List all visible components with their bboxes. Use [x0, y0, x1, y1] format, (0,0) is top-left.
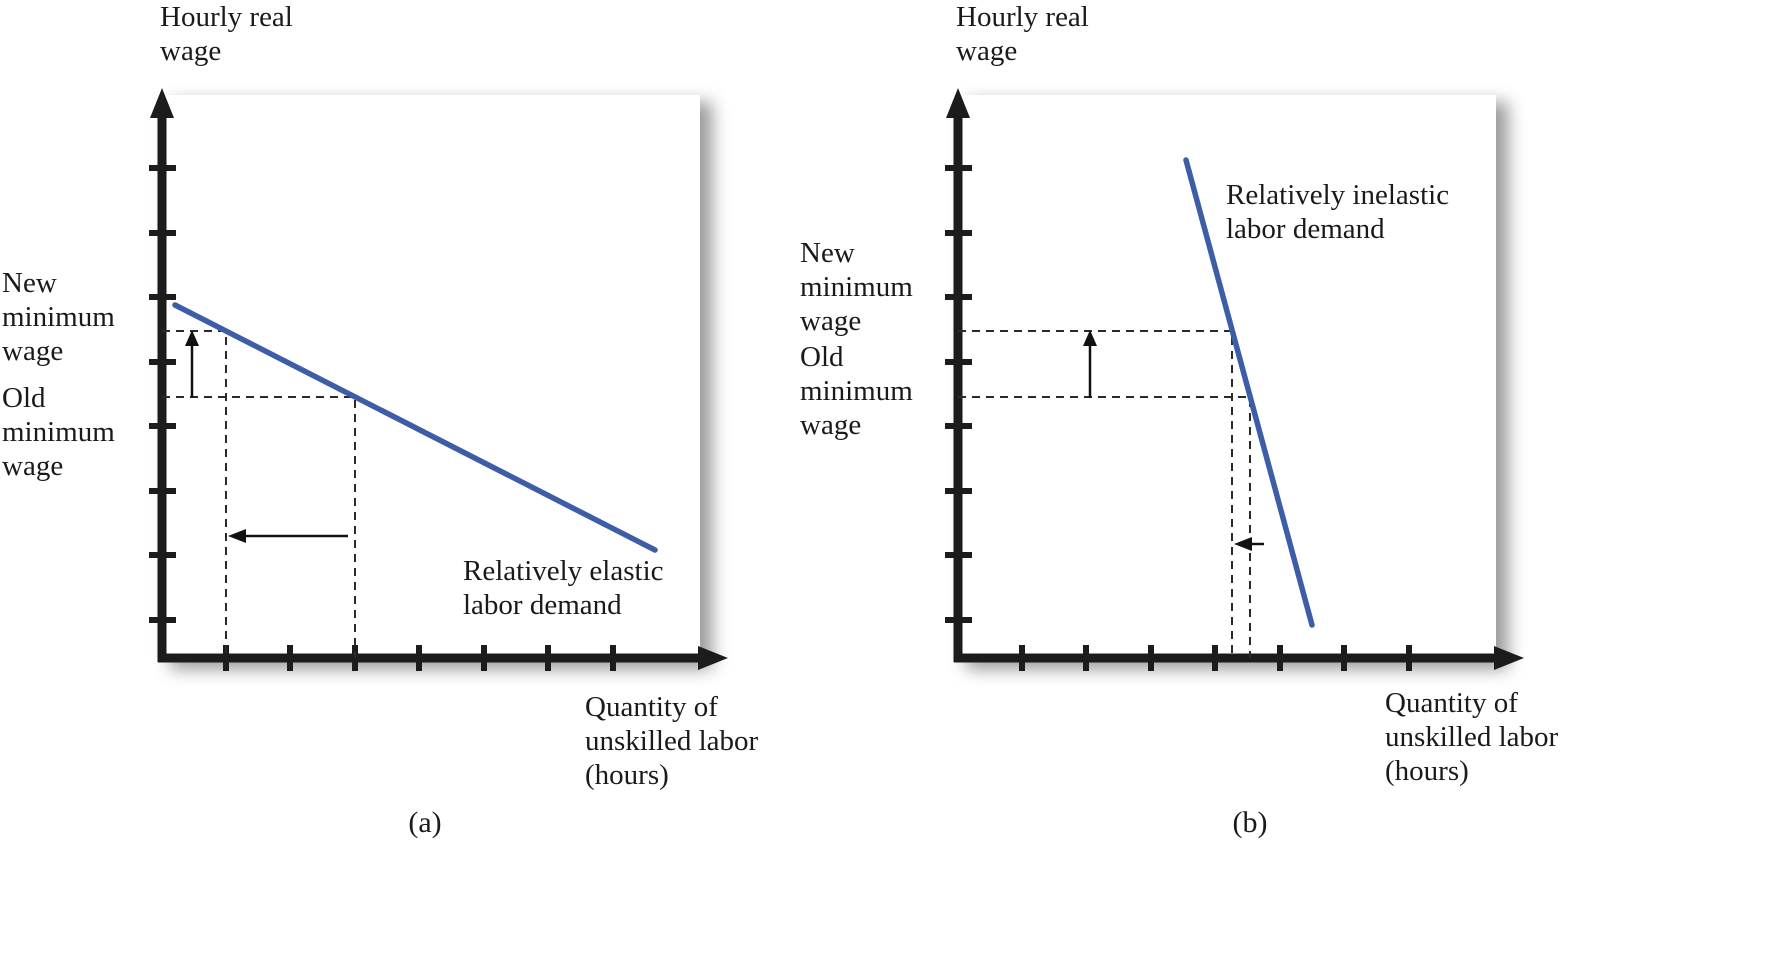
panel-caption-b: (b)	[1232, 806, 1268, 839]
x-axis-label-a: Quantity of unskilled labor (hours)	[585, 691, 759, 791]
quantity-decrease-arrow-icon-b	[1234, 537, 1264, 551]
plot-area-b	[958, 95, 1496, 658]
new-minimum-wage-label-b: New minimum wage	[800, 237, 913, 337]
curve-label-inelastic: Relatively inelastic labor demand	[1226, 179, 1450, 245]
axes-b	[945, 88, 1524, 671]
quantity-decrease-arrow-icon-a	[228, 529, 348, 543]
y-axis-arrowhead-icon	[150, 88, 174, 118]
old-minimum-wage-label-b: Old minimum wage	[800, 341, 913, 441]
panel-caption-a: (a)	[408, 806, 442, 839]
wage-increase-arrow-icon-b	[1083, 330, 1097, 398]
dashed-guide-new-wage-a	[162, 330, 227, 658]
wage-increase-arrow-icon-a	[185, 330, 199, 398]
y-axis-ticks-b	[945, 165, 972, 623]
y-axis-label-b: Hourly real wage	[956, 1, 1089, 67]
axes-a	[149, 88, 728, 671]
y-axis-label-a: Hourly real wage	[160, 1, 293, 67]
curve-label-elastic: Relatively elastic labor demand	[463, 555, 664, 621]
x-axis-ticks-b	[1019, 645, 1412, 671]
y-axis-arrowhead-icon	[946, 88, 970, 118]
y-axis-ticks-a	[149, 165, 176, 623]
demand-curve-elastic	[172, 302, 658, 553]
demand-curve-inelastic	[1183, 157, 1315, 628]
dashed-guide-old-wage-b	[958, 396, 1251, 658]
x-axis-arrowhead-icon	[1494, 646, 1524, 670]
x-axis-arrowhead-icon	[698, 646, 728, 670]
plot-area-a	[162, 95, 700, 658]
old-minimum-wage-label-a: Old minimum wage	[2, 382, 115, 482]
dashed-guide-old-wage-a	[162, 396, 356, 658]
new-minimum-wage-label-a: New minimum wage	[2, 267, 115, 367]
dashed-guide-new-wage-b	[958, 330, 1233, 658]
x-axis-label-b: Quantity of unskilled labor (hours)	[1385, 687, 1559, 787]
